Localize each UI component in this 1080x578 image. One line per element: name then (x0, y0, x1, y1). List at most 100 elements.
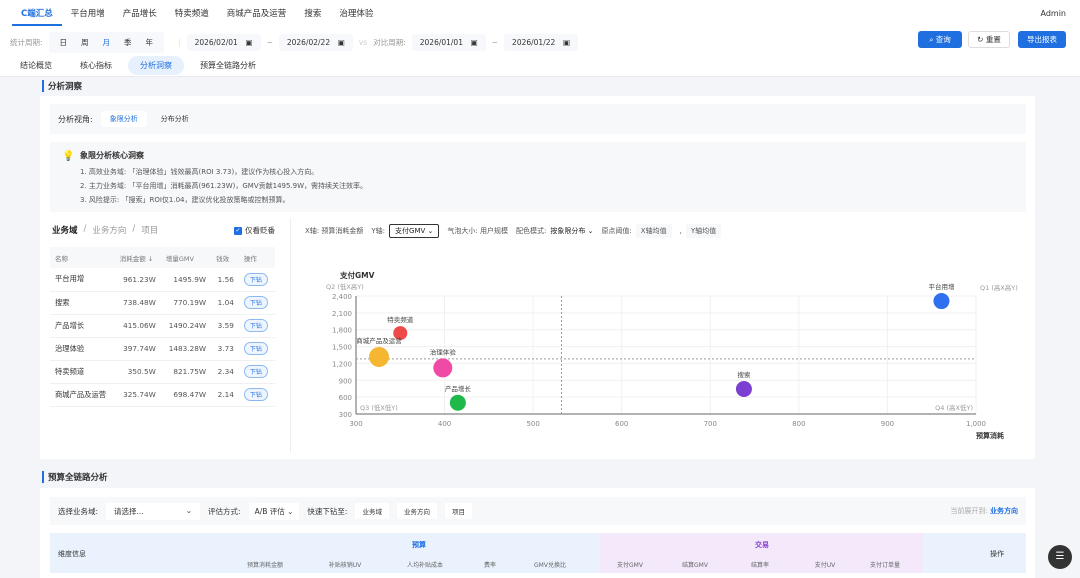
drill-direction-button[interactable]: 业务方向 (396, 503, 437, 519)
y-tick-label: 1,800 (332, 327, 352, 335)
export-button[interactable]: 导出报表 (1018, 31, 1066, 48)
compare-end: 2026/01/22 (512, 38, 556, 47)
budget-subcol: 补贴核销UV (328, 562, 362, 569)
compare-label: 对比周期: (373, 38, 406, 47)
eval-dropdown[interactable]: A/B 评估 ⌄ (248, 502, 300, 520)
nav-product-growth[interactable]: 产品增长 (122, 9, 157, 19)
row-name: 平台用增 (50, 268, 115, 292)
drill-down-button[interactable]: 下钻 (243, 272, 268, 286)
col-dimension: 维度信息 (58, 550, 86, 558)
budget-subcol: 支付GMV (617, 562, 643, 569)
user-menu[interactable]: Admin (1040, 9, 1067, 18)
nav-mall-ops[interactable]: 商城产品及运营 (226, 9, 287, 19)
end-date: 2026/02/22 (286, 38, 331, 47)
view-distribution[interactable]: 分布分析 (160, 115, 189, 123)
bubble-point (735, 380, 752, 397)
settings-fab-icon[interactable]: ☰ (1048, 545, 1072, 569)
table-row: 商城产品及运营 325.74W 698.47W 2.14 下钻 (50, 383, 275, 407)
trade-group-bg (600, 533, 923, 573)
period-week[interactable]: 周 (81, 38, 89, 47)
drill-down-button[interactable]: 下钻 (243, 296, 268, 309)
nav-search[interactable]: 搜索 (304, 9, 322, 19)
drill-down-button[interactable]: 下钻 (243, 342, 268, 355)
tab-bar: 结论概览 核心指标 分析洞察 预算全链路分析 (8, 56, 268, 75)
range-sep: ~ (491, 38, 499, 47)
row-spend: 738.48W (114, 291, 161, 315)
y-axis-select[interactable]: 支付GMV ⌄ (389, 224, 440, 238)
x-tick-label: 1,000 (966, 420, 986, 428)
bubble-label: 特卖频道 (387, 315, 414, 324)
nav-governance[interactable]: 治理体验 (339, 9, 374, 19)
eval-label: 评估方式: (208, 506, 241, 516)
section-title-budget: 预算全链路分析 (42, 471, 108, 483)
tab-insight[interactable]: 分析洞察 (128, 56, 184, 75)
crumb-domain[interactable]: 业务域 (52, 226, 78, 236)
end-date-input[interactable]: 2026/02/22 ▣ (278, 34, 353, 51)
x-tick-label: 600 (615, 420, 628, 428)
query-label: 查询 (935, 35, 951, 44)
bubble-point (393, 326, 408, 341)
group-budget: 预算 (412, 541, 426, 549)
table-row: 治理体验 397.74W 1483.28W 3.73 下钻 (50, 337, 275, 361)
row-name: 产品增长 (50, 314, 115, 338)
color-mode-select[interactable]: 按象限分布 ⌄ (550, 227, 594, 235)
drill-down-button[interactable]: 下钻 (243, 388, 268, 401)
nav-flash-sale[interactable]: 特卖频道 (174, 9, 209, 19)
bubble-label: 治理体验 (430, 347, 457, 356)
y-tick-label: 600 (339, 394, 352, 402)
y-tick-label: 300 (339, 411, 352, 419)
drill-project-button[interactable]: 项目 (444, 503, 472, 519)
row-roi: 3.59 (211, 314, 239, 338)
crumb-project[interactable]: 项目 (141, 226, 159, 236)
y-threshold-input[interactable]: Y轴均值 (685, 224, 722, 238)
chevron-down-icon: ⌄ (185, 505, 193, 515)
bubble-point (369, 346, 390, 367)
table-row: 产品增长 415.06W 1490.24W 3.59 下钻 (50, 314, 275, 338)
compare-end-input[interactable]: 2026/01/22 ▣ (504, 34, 579, 51)
quadrant-label-q2: Q2 (低X高Y) (326, 282, 364, 291)
select-domain-label: 选择业务域: (58, 506, 99, 516)
row-spend: 397.74W (114, 337, 161, 361)
select-domain-dropdown[interactable]: 请选择... ⌄ (106, 502, 201, 520)
nav-platform-growth[interactable]: 平台用增 (70, 9, 105, 19)
bubble-point (433, 358, 453, 378)
view-quadrant[interactable]: 象限分析 (100, 111, 147, 127)
row-gmv: 698.47W (160, 383, 212, 407)
drill-down-button[interactable]: 下钻 (243, 319, 268, 332)
table-header: 名称 消耗金额 ↓ 增量GMV 钱效 操作 (50, 247, 275, 268)
period-year[interactable]: 年 (145, 38, 154, 47)
y-tick-label: 900 (339, 377, 352, 385)
row-roi: 1.56 (211, 268, 239, 292)
compare-start-input[interactable]: 2026/01/01 ▣ (411, 34, 486, 51)
period-day[interactable]: 日 (59, 38, 68, 47)
only-budget-checkbox[interactable]: ✓ 仅看贬番 (234, 225, 275, 236)
x-tick-label: 900 (881, 420, 894, 428)
drill-domain-button[interactable]: 业务域 (355, 503, 389, 519)
checkbox-checked-icon: ✓ (234, 226, 242, 235)
col-spend[interactable]: 消耗金额 ↓ (114, 247, 161, 268)
bubble-point (449, 394, 466, 411)
divider (290, 218, 291, 453)
drill-down-button[interactable]: 下钻 (243, 365, 268, 378)
col-name: 名称 (50, 247, 115, 268)
header: C端汇总 平台用增 产品增长 特卖频道 商城产品及运营 搜索 治理体验 Admi… (0, 0, 1080, 77)
crumb-direction[interactable]: 业务方向 (92, 226, 127, 236)
tab-core-metrics[interactable]: 核心指标 (80, 61, 112, 70)
group-trade: 交易 (755, 541, 769, 549)
row-gmv: 1495.9W (160, 268, 212, 292)
divider: | (178, 38, 181, 47)
nav-c-summary[interactable]: C端汇总 (12, 8, 62, 26)
row-roi: 2.34 (211, 360, 239, 384)
start-date-input[interactable]: 2026/02/01 ▣ (186, 34, 261, 51)
only-budget-label: 仅看贬番 (245, 226, 275, 235)
period-quarter[interactable]: 季 (124, 38, 132, 47)
query-button[interactable]: ⌕ 查询 (918, 31, 962, 48)
tab-budget-chain[interactable]: 预算全链路分析 (200, 61, 256, 70)
period-month[interactable]: 月 (102, 38, 111, 47)
top-nav: C端汇总 平台用增 产品增长 特卖频道 商城产品及运营 搜索 治理体验 (12, 8, 382, 26)
row-roi: 2.14 (211, 383, 239, 407)
tab-overview[interactable]: 结论概览 (20, 61, 52, 70)
budget-table-header: 维度信息 预算 交易 操作 预算消耗金额 补贴核销UV 人均补贴成本 费率 GMV兑换比… (50, 533, 1026, 573)
reset-button[interactable]: ↻ 重置 (968, 31, 1010, 48)
x-threshold-input[interactable]: X轴均值 (635, 224, 672, 238)
